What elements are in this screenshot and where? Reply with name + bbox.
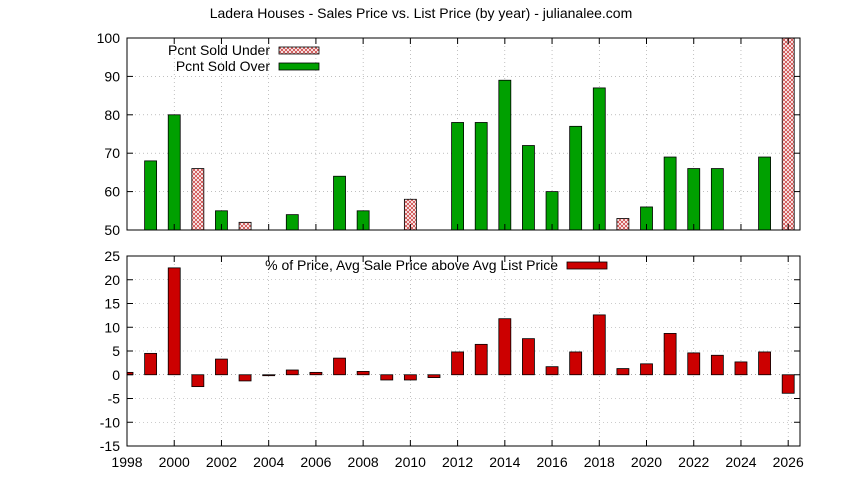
bar-pct-above-list	[710, 354, 724, 376]
chart-title: Ladera Houses - Sales Price vs. List Pri…	[210, 5, 633, 21]
x-tick-label: 1998	[111, 454, 142, 470]
bar-sold-over	[144, 160, 158, 231]
bar-pct-above-list	[451, 351, 464, 376]
bar-pct-above-list	[427, 374, 441, 378]
x-axis-tick-labels: 1998 2000 2002 2004 2006 2008 2010 2012 2014 2016…	[111, 454, 804, 470]
x-tick-label: 2014	[489, 454, 520, 470]
bar-sold-over	[522, 145, 535, 231]
bar-sold-under	[781, 37, 795, 231]
bar-sold-over	[663, 156, 677, 231]
y-tick-label: 50	[104, 222, 120, 238]
y-tick-label: 80	[104, 107, 120, 123]
y-tick-label: 70	[104, 145, 120, 161]
bar-sold-over	[167, 114, 181, 231]
bar-sold-under	[616, 218, 630, 231]
bar-sold-over	[687, 168, 701, 231]
x-tick-label: 2020	[631, 454, 662, 470]
x-tick-label: 2006	[300, 454, 331, 470]
x-tick-label: 2004	[253, 454, 284, 470]
bar-pct-above-list	[592, 314, 606, 376]
x-tick-label: 2018	[584, 454, 615, 470]
x-tick-label: 2000	[159, 454, 190, 470]
x-tick-label: 2012	[442, 454, 473, 470]
y-tick-label: -15	[100, 438, 120, 454]
bar-sold-under	[191, 168, 205, 231]
y-tick-label: 10	[104, 319, 120, 335]
y-tick-label: 0	[112, 367, 120, 383]
bar-sold-over	[333, 175, 346, 231]
bar-pct-above-list	[781, 374, 795, 394]
bar-sold-over	[498, 79, 512, 231]
y-tick-label: 5	[112, 343, 120, 359]
y-tick-label: -10	[100, 414, 120, 430]
x-tick-label: 2008	[348, 454, 379, 470]
bar-pct-above-list	[498, 318, 512, 376]
bar-pct-above-list	[238, 374, 252, 382]
y-tick-label: 100	[97, 30, 121, 46]
bottom-panel: -15 -10 -5 0 5 10 15 20 25 % of Price, Avg Sale P…	[100, 248, 801, 454]
bar-pct-above-list	[522, 338, 535, 376]
x-tick-label: 2002	[206, 454, 237, 470]
bar-sold-over	[285, 214, 299, 231]
bar-pct-above-list	[545, 366, 559, 376]
bar-sold-over	[758, 156, 771, 231]
bar-sold-over	[710, 168, 724, 231]
legend-swatch	[566, 261, 608, 270]
bar-pct-above-list	[474, 343, 488, 376]
bar-pct-above-list	[758, 351, 771, 376]
x-tick-label: 2024	[725, 454, 756, 470]
legend-swatch	[278, 62, 320, 71]
bar-sold-over	[592, 87, 606, 231]
bar-pct-above-list	[167, 267, 181, 376]
legend-label: Pcnt Sold Over	[176, 58, 270, 74]
bar-pct-above-list	[734, 361, 748, 376]
bar-sold-over	[569, 125, 583, 231]
legend-label: Pcnt Sold Under	[168, 42, 270, 58]
bar-pct-above-list	[663, 333, 677, 376]
legend-label: % of Price, Avg Sale Price above Avg Lis…	[265, 257, 558, 273]
x-tick-label: 2016	[536, 454, 567, 470]
y-tick-label: 15	[104, 296, 120, 312]
plot-frame	[126, 37, 801, 231]
bar-pct-above-list	[687, 352, 701, 376]
bar-pct-above-list	[640, 363, 653, 376]
y-tick-label: -5	[108, 391, 121, 407]
bar-pct-above-list	[215, 358, 228, 376]
legend-swatch	[278, 46, 320, 55]
bar-sold-under	[238, 221, 252, 231]
bar-pct-above-list	[285, 369, 299, 376]
bar-pct-above-list	[380, 374, 394, 381]
y-tick-label: 20	[104, 272, 120, 288]
x-tick-label: 2022	[678, 454, 709, 470]
bar-pct-above-list	[333, 357, 346, 376]
bar-pct-above-list	[309, 371, 323, 376]
bar-pct-above-list	[262, 374, 276, 377]
y-tick-label: 25	[104, 248, 120, 264]
y-tick-label: 60	[104, 184, 120, 200]
bar-sold-over	[451, 122, 464, 231]
bar-pct-above-list	[403, 374, 417, 381]
bar-pct-above-list	[569, 351, 583, 376]
x-tick-label: 2026	[773, 454, 804, 470]
x-tick-label: 2010	[395, 454, 426, 470]
bar-pct-above-list	[191, 374, 205, 388]
y-tick-label: 90	[104, 68, 120, 84]
bar-pct-above-list	[356, 371, 370, 376]
bar-pct-above-list	[616, 368, 630, 376]
bar-sold-over	[474, 122, 488, 231]
bar-pct-above-list	[144, 352, 158, 376]
